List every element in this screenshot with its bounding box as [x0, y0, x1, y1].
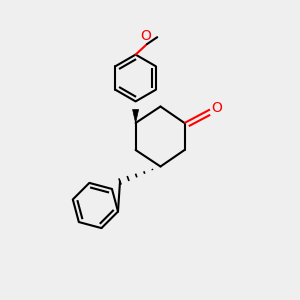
Text: O: O: [140, 28, 151, 43]
Polygon shape: [133, 110, 139, 123]
Text: O: O: [211, 101, 222, 115]
